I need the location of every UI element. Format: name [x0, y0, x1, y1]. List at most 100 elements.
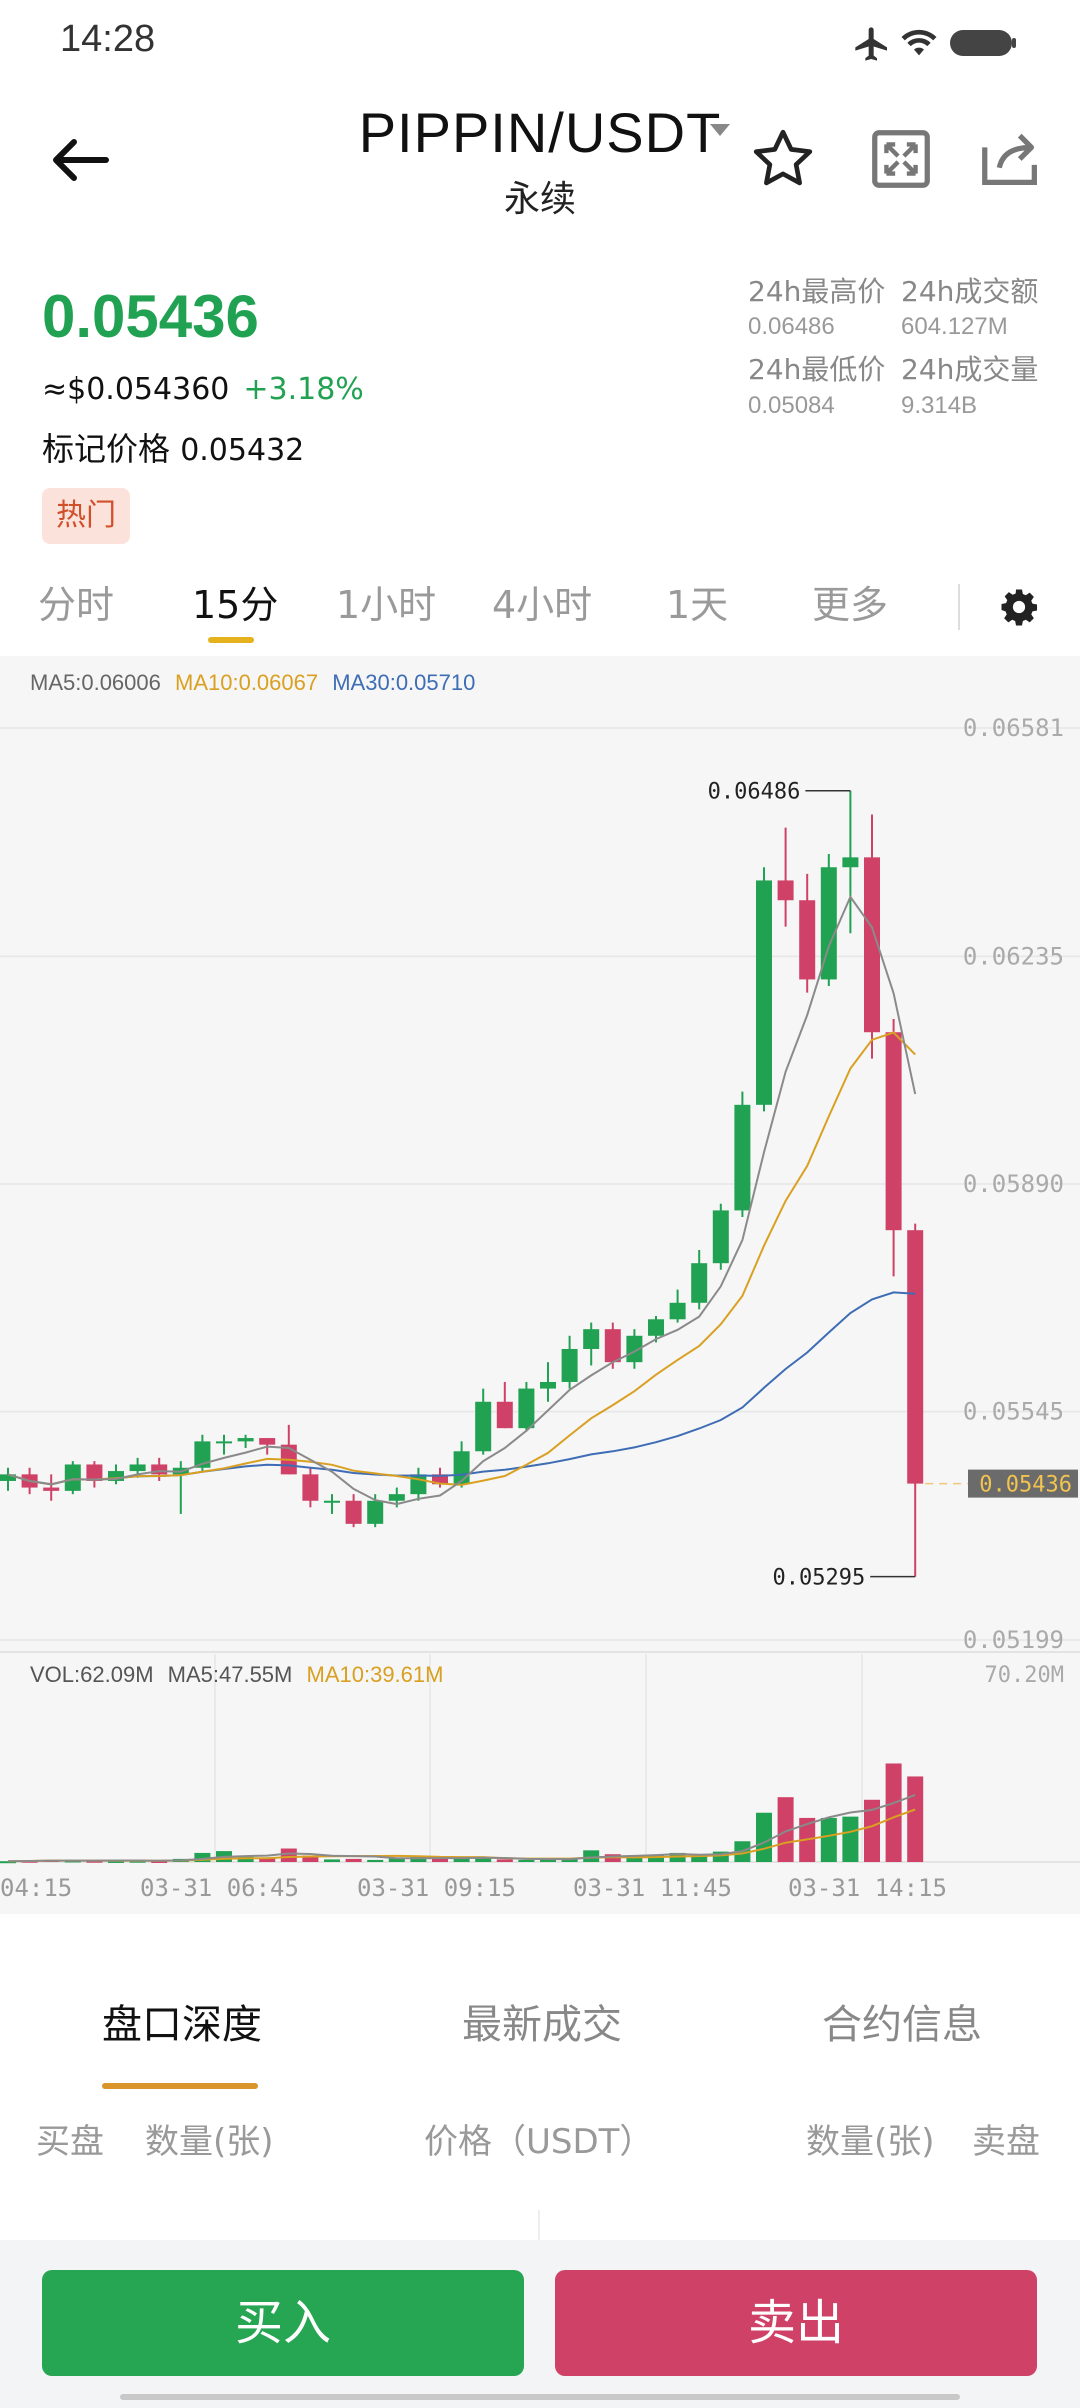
- status-time: 14:28: [60, 18, 156, 60]
- ma5-legend: MA5:0.06006: [30, 670, 161, 695]
- low-value: 0.05084: [748, 392, 835, 419]
- candle-body: [669, 1302, 686, 1320]
- volume-bar: [777, 1797, 794, 1862]
- vol-ma5-legend: MA5:47.55M: [167, 1662, 293, 1687]
- pair-title[interactable]: PIPPIN/USDT: [358, 101, 722, 164]
- tab-order-book[interactable]: 盘口深度: [102, 2002, 262, 2048]
- vol-legend: VOL:62.09M: [30, 1662, 154, 1687]
- ma10-line: [7, 1031, 916, 1486]
- price-change: +3.18%: [243, 372, 364, 407]
- price-axis-label: 0.05199: [963, 1626, 1064, 1654]
- low-label: 24h最低价: [748, 353, 886, 386]
- contract-type: 永续: [503, 179, 576, 220]
- candle-body: [626, 1335, 643, 1363]
- tab-more[interactable]: 更多: [812, 583, 889, 627]
- tab-1h[interactable]: 1小时: [336, 583, 437, 627]
- settings-gear-icon[interactable]: [998, 586, 1040, 628]
- tab-1d[interactable]: 1天: [666, 583, 729, 627]
- turnover-value: 604.127M: [901, 313, 1008, 340]
- volume-bar: [907, 1776, 924, 1862]
- volume-bar: [151, 1860, 168, 1863]
- candle-body: [453, 1451, 470, 1485]
- volume-bar: [86, 1860, 103, 1863]
- volume-bar: [302, 1855, 319, 1862]
- candle-body: [518, 1388, 535, 1429]
- candle-body: [302, 1474, 319, 1501]
- volume-max-label: 70.20M: [985, 1663, 1064, 1688]
- candle-body: [648, 1319, 664, 1336]
- candle-body: [410, 1474, 427, 1495]
- turnover-label: 24h成交额: [901, 275, 1039, 308]
- volume-legend: VOL:62.09M MA5:47.55M MA10:39.61M: [30, 1662, 443, 1688]
- hot-tag[interactable]: 热门: [42, 488, 130, 544]
- ma30-legend: MA30:0.05710: [332, 670, 476, 695]
- candle-body: [691, 1263, 708, 1303]
- bottom-tab-indicator: [102, 2083, 258, 2089]
- kline-chart[interactable]: 0.06581 0.06235 0.05890 0.05545 0.05199 0.064…: [0, 656, 1080, 1914]
- time-axis-label: 04:15: [0, 1874, 72, 1902]
- tab-separator: [958, 584, 960, 630]
- tab-4h[interactable]: 4小时: [492, 583, 593, 627]
- wifi-icon: [901, 29, 937, 56]
- kline-chart-area[interactable]: 0.06581 0.06235 0.05890 0.05545 0.05199 0.064…: [0, 656, 1080, 1914]
- tab-15m[interactable]: 15分: [192, 583, 279, 627]
- ask-qty-header: 数量(张): [806, 2122, 935, 2162]
- sell-button[interactable]: 卖出: [555, 2270, 1037, 2376]
- ma-legend: MA5:0.06006 MA10:0.06067 MA30:0.05710: [30, 670, 475, 696]
- star-icon[interactable]: [748, 124, 818, 194]
- volume-bar: [626, 1856, 643, 1862]
- volume-bar: [885, 1763, 902, 1862]
- current-price-label: 0.05436: [979, 1473, 1072, 1498]
- battery-icon: [950, 30, 1016, 56]
- tab-contract-info[interactable]: 合约信息: [822, 2002, 982, 2048]
- candle-body: [820, 867, 837, 980]
- volume-bar: [518, 1859, 535, 1862]
- back-button[interactable]: [40, 120, 120, 200]
- mark-price-value: 0.05432: [180, 433, 305, 468]
- candle-body: [43, 1487, 60, 1491]
- buy-button[interactable]: 买入: [42, 2270, 524, 2376]
- time-axis-label: 03-31 14:15: [788, 1874, 947, 1902]
- bid-header: 买盘: [36, 2122, 104, 2162]
- volume-bar: [540, 1859, 556, 1862]
- ma10-legend: MA10:0.06067: [175, 670, 319, 695]
- candle-body: [604, 1329, 621, 1363]
- candle-body: [496, 1401, 513, 1429]
- volume-bar: [194, 1852, 211, 1862]
- usd-price-line: ≈$0.054360 +3.18%: [42, 372, 364, 407]
- candle-body: [345, 1500, 362, 1524]
- volume-bar: [864, 1799, 880, 1862]
- candle-body: [388, 1494, 405, 1501]
- candle-body: [799, 900, 816, 980]
- candle-body: [367, 1500, 384, 1524]
- price-axis-label: 0.06581: [963, 714, 1064, 742]
- candle-body: [216, 1441, 232, 1444]
- volume-bar: [475, 1858, 492, 1862]
- candle-body: [475, 1401, 492, 1452]
- volume-ma5-line: [7, 1793, 916, 1863]
- pair-dropdown-caret-icon[interactable]: [710, 124, 730, 136]
- candle-body: [756, 880, 772, 1105]
- candle-body: [842, 857, 859, 868]
- high-label: 24h最高价: [748, 275, 886, 308]
- candle-body: [561, 1348, 578, 1382]
- volume-bar: [583, 1850, 600, 1862]
- volume-bar: [648, 1855, 664, 1862]
- candle-body: [885, 1032, 902, 1231]
- share-icon[interactable]: [976, 124, 1046, 194]
- mark-price-label: 标记价格: [42, 430, 171, 468]
- price-axis-label: 0.05545: [963, 1398, 1064, 1426]
- candle-body: [129, 1464, 146, 1472]
- candle-body: [108, 1471, 124, 1481]
- candle-body: [734, 1104, 751, 1211]
- candle-body: [194, 1441, 211, 1468]
- volume-bar: [561, 1858, 578, 1862]
- time-axis-label: 03-31 06:45: [140, 1874, 299, 1902]
- fullscreen-icon[interactable]: [866, 124, 936, 194]
- candle-body: [907, 1230, 924, 1484]
- tab-timeline[interactable]: 分时: [38, 583, 115, 627]
- active-tab-indicator: [208, 637, 254, 643]
- volume-bar: [453, 1858, 470, 1862]
- volume-bar: [259, 1858, 276, 1862]
- tab-latest-trades[interactable]: 最新成交: [462, 2002, 622, 2048]
